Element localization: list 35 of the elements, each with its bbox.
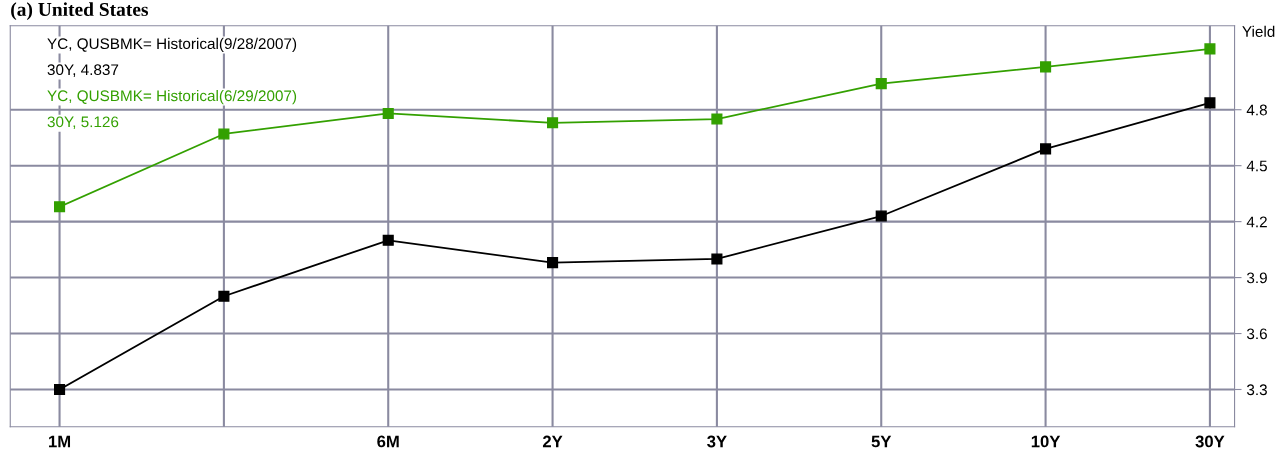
point [1040, 143, 1052, 155]
point [875, 78, 887, 90]
point [54, 201, 66, 213]
point [711, 113, 723, 125]
x-tick-label: 3Y [707, 435, 727, 448]
point [1040, 61, 1052, 73]
point [711, 253, 723, 265]
point [382, 234, 394, 246]
point [382, 107, 394, 120]
annotation: 30Y, 5.126 [47, 116, 119, 130]
point [218, 128, 230, 140]
y-tick-label: 3.3 [1246, 384, 1267, 396]
x-tick-label: 6M [377, 435, 399, 448]
point [875, 210, 887, 222]
y-tick-label: 4.2 [1246, 216, 1267, 228]
x-tick-label: 2Y [542, 435, 563, 448]
point [1204, 43, 1216, 55]
point [1204, 97, 1216, 109]
y-tick-label: 4.8 [1246, 104, 1267, 116]
series-label: YC, QUSBMK= Historical(6/29/2007) [47, 89, 297, 105]
point [547, 257, 559, 269]
y-tick-label: 4.5 [1246, 160, 1267, 172]
y-tick-label: 3.6 [1246, 328, 1267, 340]
x-tick-label: 30Y [1195, 435, 1225, 448]
point [218, 290, 230, 302]
y-tick-label: 3.9 [1246, 272, 1267, 284]
annotation: 30Y, 4.837 [47, 64, 119, 77]
x-tick-label: 10Y [1031, 435, 1061, 448]
y-axis-title: Yield [1242, 25, 1275, 38]
point [54, 383, 66, 396]
x-tick-label: 1M [49, 435, 71, 448]
chart-title: (a) United States [11, 2, 149, 20]
point [547, 117, 559, 129]
x-tick-label: 5Y [871, 435, 892, 448]
text: YC, QUSBMK= Historical(9/28/2007) [47, 37, 297, 53]
